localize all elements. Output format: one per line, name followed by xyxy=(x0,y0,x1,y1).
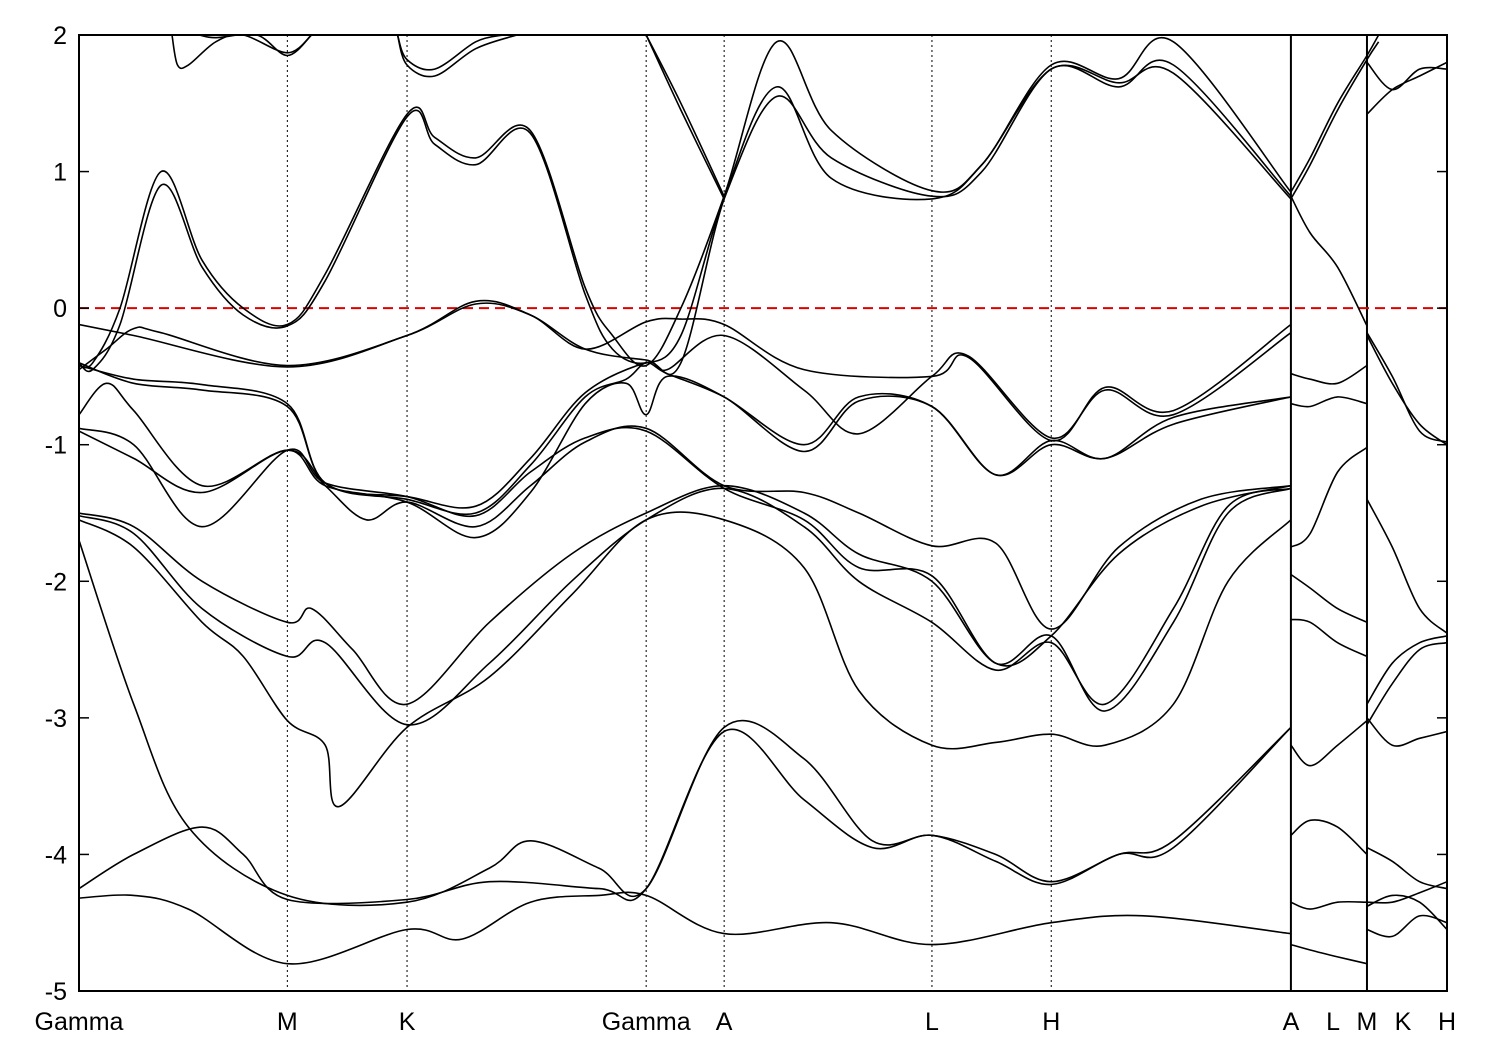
band-line xyxy=(396,35,504,71)
band-line xyxy=(1366,717,1447,747)
band-line xyxy=(1290,396,1368,408)
band-line xyxy=(1366,914,1447,938)
y-tick-label: -5 xyxy=(45,978,67,1006)
y-tick-label: -1 xyxy=(45,432,67,460)
band-line xyxy=(199,35,313,57)
band-line xyxy=(645,35,725,200)
x-kpoint-label: H xyxy=(1438,1008,1456,1036)
bands-group xyxy=(79,35,1447,965)
band-line xyxy=(645,35,725,197)
band-line xyxy=(1290,364,1368,385)
x-kpoint-label: K xyxy=(1395,1008,1412,1036)
band-line xyxy=(1366,332,1447,443)
band-line xyxy=(79,375,1292,539)
band-line xyxy=(1290,900,1368,910)
x-kpoint-label: Gamma xyxy=(35,1008,124,1036)
x-kpoint-label: Gamma xyxy=(602,1008,691,1036)
band-line xyxy=(1290,35,1380,193)
band-line xyxy=(79,64,1292,376)
band-line xyxy=(1290,943,1368,965)
band-line xyxy=(1290,819,1368,855)
band-line xyxy=(1366,61,1447,91)
band-line xyxy=(1290,41,1380,200)
y-tick-label: -2 xyxy=(45,568,67,596)
band-line xyxy=(1290,719,1368,767)
band-line xyxy=(1290,573,1368,624)
y-ticks-group: 2 1 0 -1 -2 -3 -4 -5 xyxy=(45,22,1447,1006)
x-kpoint-label: A xyxy=(1283,1008,1300,1036)
band-line xyxy=(79,332,1292,509)
x-kpoint-label: L xyxy=(1326,1008,1340,1036)
high-symmetry-lines xyxy=(286,35,1368,991)
band-line xyxy=(79,891,1291,965)
plot-frame xyxy=(78,34,1448,992)
x-ticks-group: Gamma M K Gamma A L H A L M K H xyxy=(35,1008,1456,1036)
y-tick-label: 0 xyxy=(53,295,67,323)
x-kpoint-label: H xyxy=(1042,1008,1060,1036)
band-line xyxy=(396,35,518,78)
band-line xyxy=(1366,894,1447,931)
band-line xyxy=(1290,446,1368,548)
band-line xyxy=(1366,641,1447,726)
y-tick-label: 2 xyxy=(53,22,67,50)
x-kpoint-label: M xyxy=(1357,1008,1378,1036)
band-line xyxy=(1366,498,1447,634)
x-kpoint-label: A xyxy=(716,1008,733,1036)
x-kpoint-label: L xyxy=(925,1008,939,1036)
x-kpoint-label: M xyxy=(277,1008,298,1036)
band-line xyxy=(1290,195,1368,327)
plot-background xyxy=(79,35,1447,991)
band-line xyxy=(79,726,1292,905)
band-line xyxy=(1290,618,1368,658)
y-tick-label: -3 xyxy=(45,705,67,733)
band-line xyxy=(79,59,1292,373)
band-line xyxy=(79,484,1292,712)
band-line xyxy=(1366,635,1447,705)
band-line xyxy=(79,426,1292,667)
y-tick-label: 1 xyxy=(53,159,67,187)
y-tick-label: -4 xyxy=(45,841,67,869)
band-line xyxy=(1366,880,1447,904)
band-line xyxy=(171,35,313,70)
x-kpoint-label: K xyxy=(399,1008,416,1036)
